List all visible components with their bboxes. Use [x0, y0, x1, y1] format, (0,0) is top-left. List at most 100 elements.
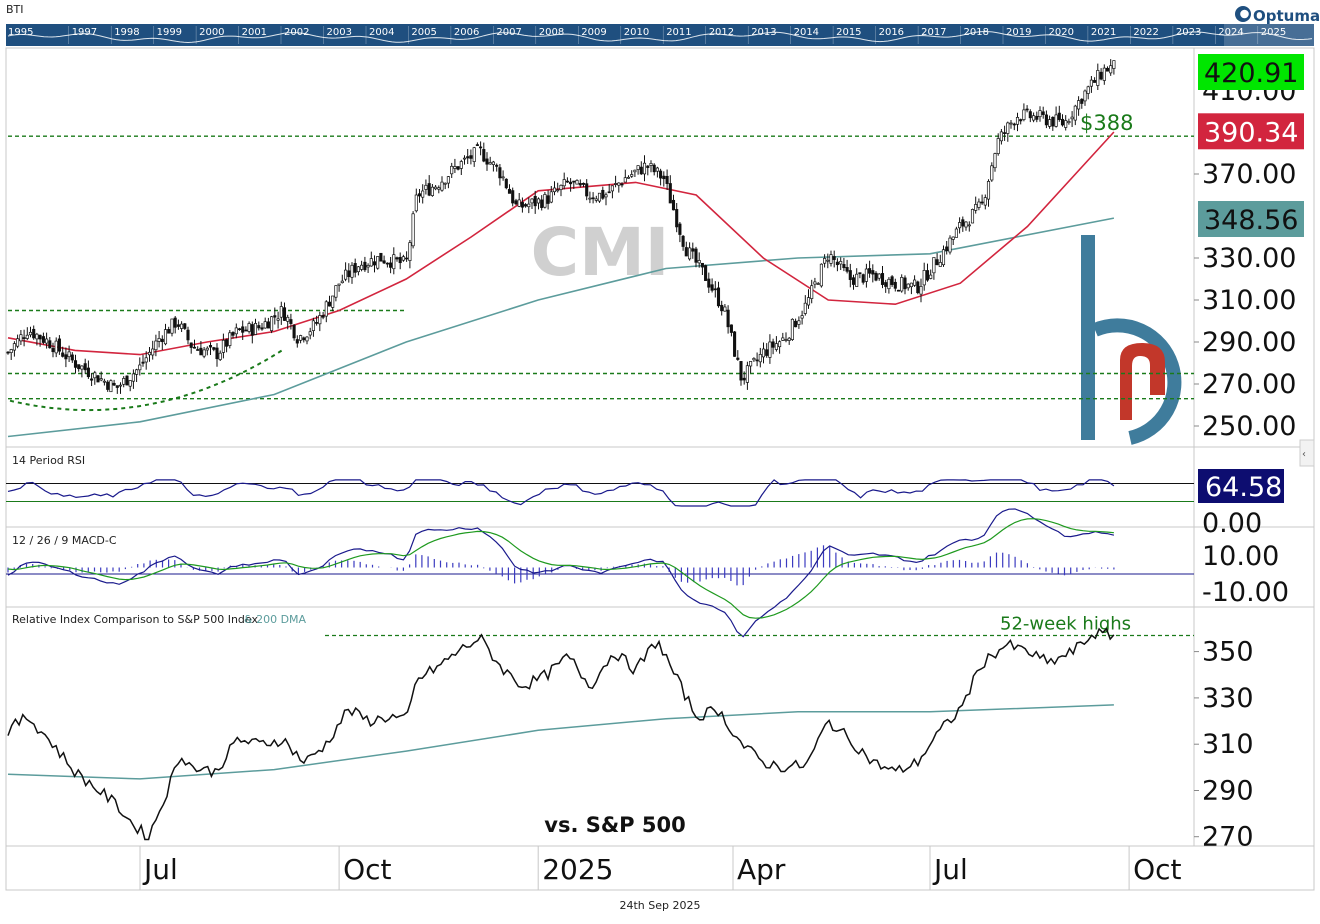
- overview-year-label: 1998: [114, 27, 139, 38]
- price-candle: [546, 190, 550, 210]
- price-candle: [855, 268, 859, 287]
- price-candle: [504, 178, 508, 190]
- overview-year-label: 2024: [1218, 27, 1243, 38]
- price-candle: [282, 302, 287, 321]
- price-candle: [202, 347, 206, 359]
- price-candle: [835, 258, 839, 272]
- price-candle: [189, 342, 193, 354]
- price-candle: [1044, 110, 1048, 129]
- price-candle: [925, 263, 930, 282]
- overview-bar-bg[interactable]: [6, 24, 1314, 46]
- price-candle: [427, 175, 431, 197]
- price-candle: [109, 379, 113, 393]
- chevron-left-icon[interactable]: ‹: [1302, 449, 1306, 460]
- price-candle: [186, 326, 190, 345]
- price-candle: [675, 203, 679, 233]
- price-candle: [456, 166, 460, 171]
- price-candle: [1009, 120, 1013, 129]
- overview-window-handle[interactable]: [1224, 24, 1314, 46]
- price-candle: [318, 311, 322, 332]
- price-candle: [597, 192, 602, 203]
- price-candle: [363, 256, 367, 272]
- price-candle: [180, 321, 184, 332]
- price-candle: [414, 188, 418, 213]
- price-candle: [913, 275, 917, 287]
- price-candle: [916, 280, 920, 295]
- svg-text:348.56: 348.56: [1204, 205, 1298, 236]
- price-candle: [421, 184, 425, 204]
- price-candle: [861, 273, 865, 285]
- relative-axis-label: 330: [1202, 683, 1254, 714]
- price-candle: [511, 187, 515, 207]
- rsi-panel: 14 Period RSI 0.00 64.58: [6, 454, 1284, 539]
- time-axis: Jul Oct 2025 Apr Jul Oct: [139, 846, 1182, 890]
- price-candle: [742, 371, 746, 385]
- price-candle: [80, 365, 84, 378]
- price-candle: [311, 317, 315, 337]
- price-candle: [450, 162, 454, 178]
- svg-text:420.91: 420.91: [1204, 58, 1298, 89]
- price-candle: [16, 334, 20, 349]
- price-candle: [54, 337, 58, 358]
- price-candle: [668, 175, 672, 204]
- price-candle: [379, 252, 383, 262]
- price-candle: [260, 323, 264, 331]
- price-panel: $388 250.00 270.00 290.00 310.00 330.00 370.0…: [6, 54, 1304, 442]
- price-candle: [337, 283, 341, 292]
- overview-year-label: 2000: [199, 27, 224, 38]
- price-candle: [642, 155, 647, 182]
- price-candle: [443, 182, 447, 190]
- price-candle: [163, 323, 168, 346]
- overview-year-label: 2025: [1261, 27, 1286, 38]
- relative-axis-label: 270: [1202, 822, 1254, 853]
- brand-mark-stem: [1081, 235, 1095, 440]
- price-candle: [681, 235, 685, 251]
- price-candle: [720, 300, 724, 316]
- price-candle: [826, 253, 830, 269]
- price-candle: [1064, 115, 1068, 131]
- price-candle: [823, 254, 827, 268]
- time-axis-label: Jul: [142, 853, 178, 886]
- price-candle: [147, 347, 152, 362]
- price-candle: [858, 272, 862, 279]
- relative-axis: 270 290 310 330 350: [1194, 637, 1254, 853]
- price-candle: [1012, 122, 1016, 131]
- watermark-symbol: CMI: [531, 214, 670, 291]
- price-axis: 250.00 270.00 290.00 310.00 330.00 370.00: [1194, 159, 1296, 442]
- price-candle: [19, 330, 23, 345]
- price-candle: [591, 192, 595, 204]
- price-candle: [327, 295, 332, 307]
- price-candle: [279, 301, 283, 325]
- price-candle: [922, 262, 926, 291]
- rsi-line: [7, 479, 1115, 507]
- price-candle: [1015, 112, 1020, 132]
- price-candle: [151, 340, 155, 360]
- price-candle: [99, 371, 103, 382]
- price-candle: [723, 304, 727, 312]
- scroll-buttons[interactable]: ‹: [1299, 439, 1315, 467]
- price-candle: [225, 338, 229, 353]
- price-candle: [652, 163, 656, 176]
- price-candle: [688, 242, 692, 261]
- price-candle: [176, 319, 180, 330]
- price-candle: [466, 149, 470, 164]
- price-candle: [459, 159, 463, 175]
- price-candle: [961, 216, 965, 232]
- scroll-button[interactable]: [1299, 439, 1315, 467]
- price-candle: [752, 357, 756, 362]
- price-candle: [302, 336, 306, 343]
- price-candle: [887, 277, 891, 294]
- time-axis-label: 2025: [542, 853, 613, 886]
- moving-average-long: [7, 217, 1115, 438]
- price-candle: [286, 314, 290, 330]
- price-candle: [559, 184, 563, 197]
- overview-navigator[interactable]: 1995 1997 1998 1999 2000 2001 2002 2003 2004 2005…: [6, 24, 1314, 46]
- price-candle: [948, 235, 952, 255]
- price-candle: [951, 236, 955, 245]
- overview-year-label: 2017: [921, 27, 946, 38]
- price-axis-label: 250.00: [1202, 411, 1296, 442]
- price-candle: [794, 318, 798, 328]
- price-candle: [382, 255, 386, 264]
- price-candle: [1089, 76, 1093, 93]
